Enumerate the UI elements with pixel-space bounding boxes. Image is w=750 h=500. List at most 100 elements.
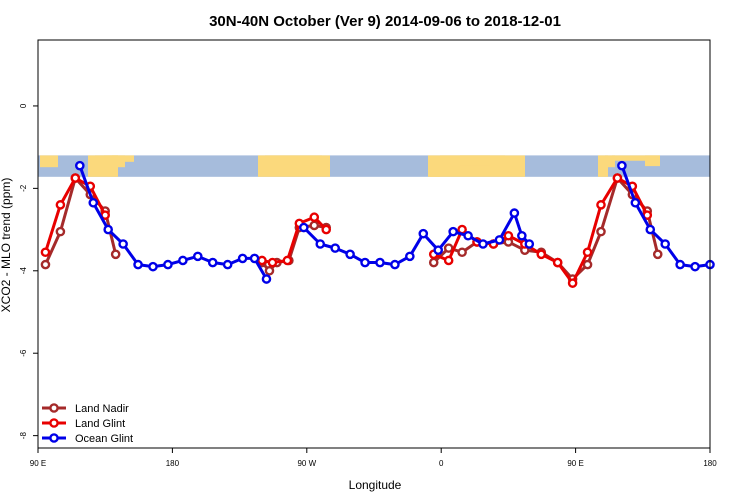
plot-frame xyxy=(37,39,711,449)
ocean-glint-point-2-3 xyxy=(660,239,671,249)
x-axis-label: Longitude xyxy=(349,478,402,492)
land-glint-point-2-7 xyxy=(536,249,547,260)
legend-marker-ocean-glint xyxy=(49,433,59,443)
ocean-glint-point-1-4 xyxy=(360,257,370,268)
y-axis: 0 -2 -4 -6 -8 xyxy=(19,103,38,439)
ocean-glint-point-2-0 xyxy=(617,160,627,171)
ocean-glint-point-0-7 xyxy=(178,255,188,266)
ocean-glint-point-0-12 xyxy=(249,253,260,264)
ocean-glint-point-0-9 xyxy=(207,257,218,268)
land-nadir-point-0-1 xyxy=(55,226,66,237)
land-nadir-point-1-5 xyxy=(309,220,320,231)
land-nadir-point-0-5 xyxy=(110,249,121,260)
x-tick-label-2: 90 W xyxy=(297,459,316,468)
land-glint-point-0-2 xyxy=(70,173,81,183)
ocean-glint-point-1-10 xyxy=(448,226,458,237)
y-tick-label-3: -6 xyxy=(19,349,28,357)
ocean-glint-point-1-1 xyxy=(315,239,326,249)
land-mass-11 xyxy=(612,155,660,161)
legend-marker-land-glint xyxy=(49,418,59,428)
x-tick-label-5: 180 xyxy=(703,459,717,468)
land-nadir-point-2-0 xyxy=(428,257,439,268)
ocean-glint-point-0-11 xyxy=(237,253,248,264)
y-tick-label-1: -2 xyxy=(19,184,28,192)
land-mass-3 xyxy=(112,155,118,159)
ocean-glint-point-0-10 xyxy=(222,259,233,270)
ocean-glint-point-2-4 xyxy=(675,259,685,270)
ocean-glint-point-1-3 xyxy=(345,249,355,260)
ocean-glint-point-0-8 xyxy=(192,251,203,262)
ocean-glint-point-1-11 xyxy=(463,230,473,241)
land-mass-6 xyxy=(300,155,322,168)
ocean-glint-point-0-2 xyxy=(103,224,113,235)
ocean-glint-point-1-8 xyxy=(418,228,429,239)
land-glint-point-1-0 xyxy=(257,255,267,266)
y-tick-label-0: 0 xyxy=(19,103,28,108)
land-glint-point-1-2 xyxy=(282,255,293,266)
ocean-glint-point-2-5 xyxy=(690,261,700,272)
x-tick-label-1: 180 xyxy=(166,459,180,468)
legend-label-land-nadir: Land Nadir xyxy=(75,403,129,415)
ocean-glint-point-0-3 xyxy=(118,239,128,249)
ocean-glint-point-1-13 xyxy=(494,235,505,245)
world-map-strip xyxy=(38,155,710,177)
ocean-glint-point-1-12 xyxy=(478,239,488,249)
land-glint-point-2-1 xyxy=(443,255,454,266)
land-glint-point-2-10 xyxy=(582,247,593,258)
land-glint-point-1-5 xyxy=(321,224,332,235)
land-glint-point-0-1 xyxy=(55,200,66,210)
plot-series-layer xyxy=(40,160,715,288)
ocean-glint-line-2 xyxy=(620,165,711,269)
ocean-band xyxy=(38,155,710,177)
x-axis: 90 E 180 90 W 0 90 E 180 xyxy=(30,448,717,468)
land-glint-point-2-9 xyxy=(567,278,578,288)
ocean-glint-point-1-2 xyxy=(330,243,340,253)
ocean-glint-point-1-9 xyxy=(433,245,444,255)
ocean-glint-point-0-4 xyxy=(133,259,143,270)
land-nadir-point-2-1 xyxy=(443,243,454,253)
land-nadir-line-2 xyxy=(432,176,660,281)
land-mass-12 xyxy=(645,155,660,167)
land-mass-9 xyxy=(460,155,490,166)
y-tick-label-4: -8 xyxy=(19,432,28,440)
chart-title: 30N-40N October (Ver 9) 2014-09-06 to 20… xyxy=(209,13,561,30)
land-glint-point-2-12 xyxy=(612,173,623,183)
land-mass-west xyxy=(40,155,58,168)
ocean-glint-point-1-16 xyxy=(524,239,535,249)
ocean-glint-point-1-7 xyxy=(405,251,415,262)
y-tick-label-2: -4 xyxy=(19,267,28,275)
land-glint-point-2-8 xyxy=(552,257,563,268)
land-nadir-point-2-2 xyxy=(457,247,467,258)
land-nadir-point-0-0 xyxy=(40,259,51,270)
ocean-glint-point-1-0 xyxy=(299,222,309,233)
ocean-glint-point-0-13 xyxy=(261,274,272,284)
ocean-glint-point-1-15 xyxy=(517,230,527,241)
land-glint-point-1-4 xyxy=(309,212,320,223)
legend-label-land-glint: Land Glint xyxy=(75,418,125,430)
ocean-glint-point-0-6 xyxy=(163,259,173,270)
land-nadir-point-2-15 xyxy=(652,249,663,260)
land-mass-10 xyxy=(605,155,615,168)
legend: Land Nadir Land Glint Ocean Glint xyxy=(42,403,133,445)
legend-marker-land-nadir xyxy=(49,403,59,413)
land-mass-5 xyxy=(265,155,300,174)
land-glint-point-1-1 xyxy=(267,257,278,268)
land-nadir-point-2-11 xyxy=(596,226,606,237)
ocean-glint-point-2-1 xyxy=(630,197,641,208)
ocean-glint-point-0-5 xyxy=(148,261,158,272)
land-nadir-point-1-1 xyxy=(264,265,275,276)
land-mass-asia xyxy=(598,155,608,177)
land-glint-point-0-0 xyxy=(40,247,51,258)
ocean-glint-point-1-6 xyxy=(390,259,400,270)
ocean-glint-point-0-1 xyxy=(88,197,99,208)
ocean-glint-point-0-0 xyxy=(75,160,85,171)
land-glint-point-2-5 xyxy=(503,230,514,241)
y-axis-label: XCO2 - MLO trend (ppm) xyxy=(0,178,13,313)
x-tick-label-3: 0 xyxy=(439,459,444,468)
ocean-glint-point-2-2 xyxy=(645,224,656,235)
legend-label-ocean-glint: Ocean Glint xyxy=(75,433,133,445)
ocean-glint-point-1-14 xyxy=(509,208,520,218)
ocean-glint-point-1-5 xyxy=(375,257,385,268)
land-nadir-point-2-10 xyxy=(582,259,593,270)
